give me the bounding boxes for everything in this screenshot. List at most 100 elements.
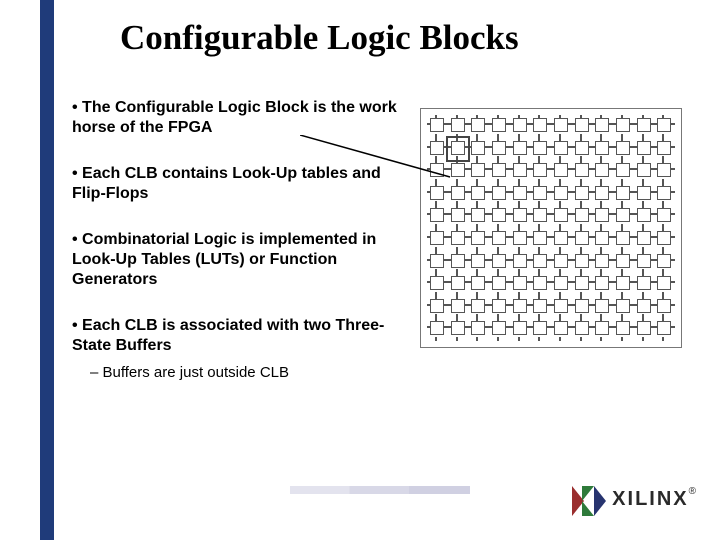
clb-cell xyxy=(613,183,634,206)
clb-cell xyxy=(551,273,572,296)
clb-cell xyxy=(654,183,675,206)
clb-cell xyxy=(530,296,551,319)
clb-cell xyxy=(448,318,469,341)
clb-cell xyxy=(489,138,510,161)
clb-cell xyxy=(510,160,531,183)
clb-cell xyxy=(468,160,489,183)
sub-bullet-1: – Buffers are just outside CLB xyxy=(90,364,402,381)
clb-cell xyxy=(572,115,593,138)
clb-cell xyxy=(654,318,675,341)
clb-cell xyxy=(592,273,613,296)
clb-cell xyxy=(530,205,551,228)
bullet-4: • Each CLB is associated with two Three-… xyxy=(72,316,402,356)
clb-cell xyxy=(530,138,551,161)
clb-cell xyxy=(572,205,593,228)
clb-cell xyxy=(427,273,448,296)
xilinx-logo-reg: ® xyxy=(689,486,696,497)
clb-cell xyxy=(427,251,448,274)
clb-cell xyxy=(572,228,593,251)
footer-decorative-bar xyxy=(290,486,470,494)
clb-cell xyxy=(448,228,469,251)
clb-grid-figure xyxy=(420,108,682,348)
clb-cell xyxy=(592,183,613,206)
clb-cell xyxy=(592,296,613,319)
clb-cell xyxy=(489,205,510,228)
clb-cell xyxy=(448,115,469,138)
clb-cell xyxy=(468,205,489,228)
xilinx-logo: XILINX® xyxy=(572,486,696,522)
clb-cell xyxy=(634,251,655,274)
clb-cell xyxy=(530,115,551,138)
xilinx-logo-icon xyxy=(572,486,606,516)
slide: Configurable Logic Blocks • The Configur… xyxy=(0,0,720,540)
clb-cell xyxy=(551,296,572,319)
clb-cell xyxy=(551,228,572,251)
clb-cell xyxy=(489,115,510,138)
clb-cell xyxy=(572,138,593,161)
clb-cell xyxy=(448,205,469,228)
clb-cell xyxy=(489,273,510,296)
clb-cell xyxy=(572,251,593,274)
clb-cell xyxy=(448,183,469,206)
clb-cell xyxy=(572,160,593,183)
bullet-3: • Combinatorial Logic is implemented in … xyxy=(72,230,402,290)
clb-cell xyxy=(551,115,572,138)
clb-cell xyxy=(634,296,655,319)
clb-cell xyxy=(489,296,510,319)
clb-cell xyxy=(654,228,675,251)
clb-cell xyxy=(427,228,448,251)
clb-cell xyxy=(448,273,469,296)
clb-cell xyxy=(634,273,655,296)
clb-cell xyxy=(634,228,655,251)
clb-cell xyxy=(592,251,613,274)
clb-cell xyxy=(572,183,593,206)
clb-cell xyxy=(551,251,572,274)
clb-cell xyxy=(427,318,448,341)
clb-cell xyxy=(613,251,634,274)
clb-cell xyxy=(510,318,531,341)
clb-cell xyxy=(427,160,448,183)
bullet-2: • Each CLB contains Look-Up tables and F… xyxy=(72,164,402,204)
clb-cell xyxy=(510,296,531,319)
clb-cell xyxy=(613,115,634,138)
clb-cell xyxy=(489,228,510,251)
clb-cell xyxy=(489,160,510,183)
clb-cell xyxy=(634,115,655,138)
clb-cell xyxy=(510,251,531,274)
clb-cell xyxy=(572,273,593,296)
clb-cell xyxy=(613,318,634,341)
clb-cell xyxy=(634,138,655,161)
clb-cell xyxy=(613,296,634,319)
clb-cell xyxy=(592,138,613,161)
clb-cell xyxy=(634,160,655,183)
clb-cell xyxy=(592,160,613,183)
clb-cell xyxy=(489,251,510,274)
clb-cell xyxy=(468,296,489,319)
clb-cell xyxy=(448,296,469,319)
clb-cell xyxy=(613,273,634,296)
clb-cell xyxy=(613,138,634,161)
clb-cell xyxy=(448,251,469,274)
clb-cell xyxy=(530,318,551,341)
clb-cell xyxy=(592,205,613,228)
clb-cell xyxy=(468,183,489,206)
slide-title: Configurable Logic Blocks xyxy=(120,18,519,58)
clb-cell xyxy=(613,205,634,228)
left-accent-bar xyxy=(40,0,54,540)
clb-cell xyxy=(510,183,531,206)
clb-cell xyxy=(510,205,531,228)
clb-cell xyxy=(634,318,655,341)
clb-cell xyxy=(510,273,531,296)
clb-cell xyxy=(654,138,675,161)
clb-cell xyxy=(530,251,551,274)
clb-cell xyxy=(468,251,489,274)
clb-cell xyxy=(551,160,572,183)
clb-cell xyxy=(489,318,510,341)
clb-cell xyxy=(530,183,551,206)
clb-cell xyxy=(489,183,510,206)
clb-cell xyxy=(510,228,531,251)
clb-cell xyxy=(510,115,531,138)
clb-cell xyxy=(592,115,613,138)
clb-cell xyxy=(654,115,675,138)
clb-cell xyxy=(551,318,572,341)
